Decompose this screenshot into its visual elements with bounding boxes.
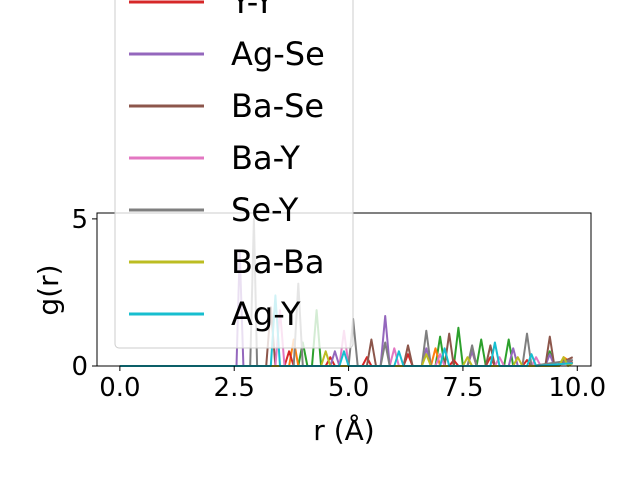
- legend-label-se-y: Se-Y: [231, 191, 299, 229]
- x-tick-label: 7.5: [442, 373, 483, 403]
- x-tick-label: 5.0: [328, 373, 369, 403]
- legend-label-ba-y: Ba-Y: [231, 139, 300, 177]
- y-tick-label: 0: [71, 352, 88, 382]
- legend-label-y-y: Y-Y: [230, 0, 275, 21]
- x-tick-label: 0.0: [99, 373, 140, 403]
- x-tick-label: 2.5: [214, 373, 255, 403]
- y-axis-label: g(r): [32, 264, 65, 315]
- y-axis-ticks: 05: [71, 205, 97, 382]
- legend-items: Y-Y Ag-Se Ba-Se Ba-Y Se-Y Ba-Ba Ag-Y: [129, 0, 325, 333]
- y-tick-label: 5: [71, 205, 88, 235]
- legend-label-ag-y: Ag-Y: [231, 295, 301, 333]
- legend-label-ag-se: Ag-Se: [231, 35, 325, 73]
- x-axis-ticks: 0.0 2.5 5.0 7.5 10.0: [99, 366, 606, 403]
- legend-label-ba-ba: Ba-Ba: [231, 243, 325, 281]
- legend-label-ba-se: Ba-Se: [231, 87, 324, 125]
- legend: Y-Y Ag-Se Ba-Se Ba-Y Se-Y Ba-Ba Ag-Y: [114, 0, 354, 349]
- x-axis-label: r (Å): [313, 413, 374, 447]
- x-tick-label: 10.0: [548, 373, 606, 403]
